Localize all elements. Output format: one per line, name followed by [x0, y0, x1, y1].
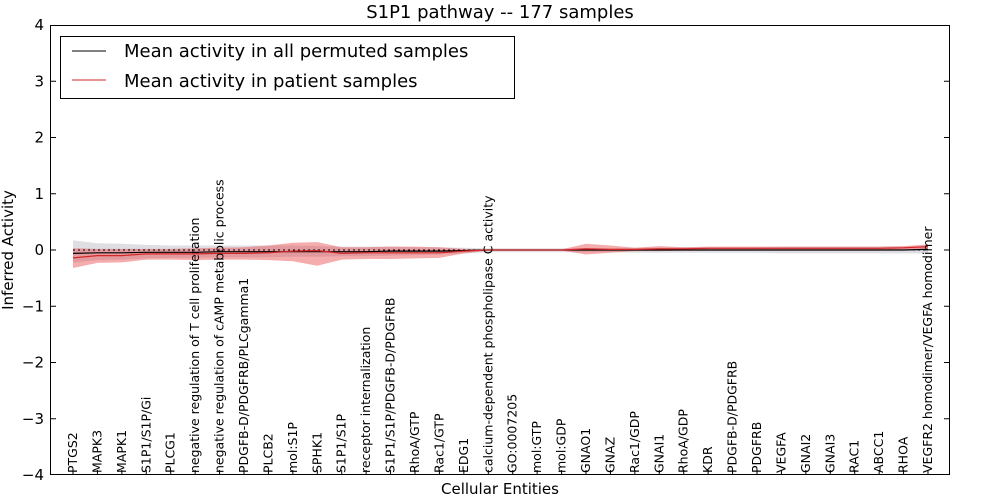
category-label: S1P1/S1P	[334, 414, 349, 473]
category-label: ABCC1	[871, 431, 886, 473]
category-label: mol:S1P	[285, 422, 300, 473]
category-label: VEGFA	[773, 432, 788, 473]
y-ticks-layer: 4 3 2 1 0 −1 −2 −3 −4	[22, 16, 950, 484]
permuted-confidence-band	[73, 240, 928, 263]
category-label: mol:GTP	[529, 421, 544, 473]
category-label: S1P1/S1P/Gi	[138, 397, 153, 473]
category-label: KDR	[700, 446, 715, 473]
y-tick-label: 3	[34, 72, 44, 90]
y-tick-label: 4	[34, 16, 44, 34]
y-tick-label: −1	[22, 297, 44, 315]
y-tick-label: 0	[34, 241, 44, 259]
category-label: GNAI2	[798, 434, 813, 473]
x-axis-label: Cellular Entities	[441, 480, 559, 498]
category-label: VEGFR2 homodimer/VEGFA homodimer	[920, 226, 935, 473]
category-label: Rac1/GDP	[627, 411, 642, 473]
category-label: PDGFB-D/PDGFRB	[725, 361, 740, 473]
y-axis-label: Inferred Activity	[0, 190, 17, 310]
patient-mean-line	[72, 246, 929, 259]
legend-label-permuted: Mean activity in all permuted samples	[124, 41, 468, 62]
category-label: PLCB2	[260, 433, 275, 473]
plot-frame	[50, 25, 950, 475]
permuted-band-layer	[73, 240, 928, 263]
category-label: MAPK3	[89, 430, 104, 473]
category-label: receptor internalization	[358, 327, 373, 473]
category-label: negative regulation of cAMP metabolic pr…	[212, 179, 227, 473]
category-label: negative regulation of T cell proliferat…	[187, 218, 202, 473]
category-label: GNAZ	[602, 437, 617, 473]
category-label: GNAI3	[822, 434, 837, 473]
y-tick-label: −2	[22, 354, 44, 372]
category-label: RhoA/GDP	[676, 409, 691, 473]
legend-label-patient: Mean activity in patient samples	[124, 71, 418, 92]
category-label: Rac1/GTP	[431, 413, 446, 473]
y-tick-label: −4	[22, 466, 44, 484]
y-tick-label: 2	[34, 129, 44, 147]
category-label: PDGFB-D/PDGFRB/PLCgamma1	[236, 278, 251, 473]
y-tick-label: 1	[34, 185, 44, 203]
series-lines-layer	[72, 246, 929, 259]
category-label: calcium-dependent phospholipase C activi…	[480, 195, 495, 473]
category-label: GNAO1	[578, 428, 593, 473]
legend-box	[60, 36, 515, 99]
category-labels-layer: PTGS2 MAPK3 MAPK1 S1P1/S1P/Gi PLCG1 negative …	[65, 179, 935, 475]
category-label: RHOA	[896, 436, 911, 473]
category-label: EDG1	[456, 438, 471, 473]
category-label: PLCG1	[163, 432, 178, 473]
category-label: PDGFRB	[749, 422, 764, 473]
category-label: RAC1	[847, 440, 862, 473]
legend: Mean activity in all permuted samples Me…	[60, 36, 515, 99]
y-tick-label: −3	[22, 410, 44, 428]
category-label: PTGS2	[65, 432, 80, 473]
category-label: RhoA/GTP	[407, 411, 422, 473]
chart-title: S1P1 pathway -- 177 samples	[366, 2, 634, 23]
category-label: GNAI1	[651, 434, 666, 473]
category-label: S1P1/S1P/PDGFB-D/PDGFRB	[383, 298, 398, 474]
category-label: GO:0007205	[505, 394, 520, 473]
category-label: MAPK1	[114, 430, 129, 473]
category-label: mol:GDP	[554, 418, 569, 473]
category-label: SPHK1	[309, 432, 324, 473]
